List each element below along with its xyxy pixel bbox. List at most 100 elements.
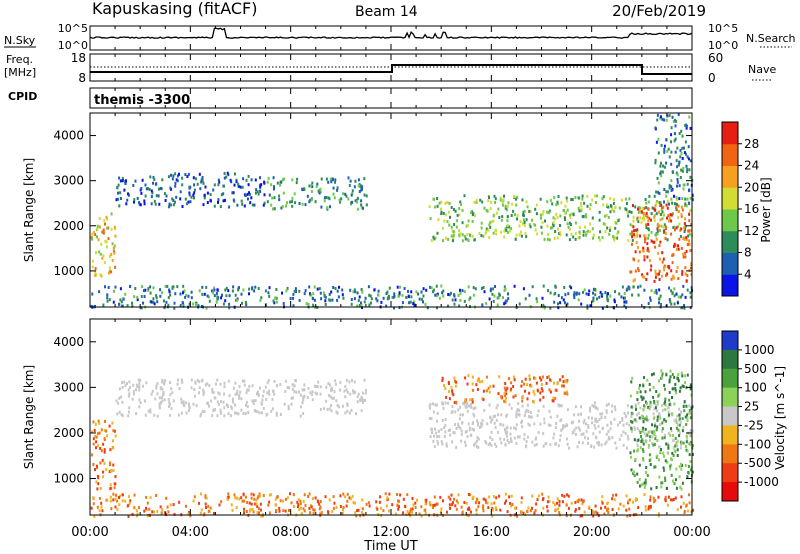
heatmap-cell-5 <box>685 126 688 130</box>
heatmap-cell-2 <box>336 186 339 190</box>
heatmap-cell-6 <box>208 299 211 303</box>
heatmap-cell-2 <box>476 439 478 443</box>
heatmap-cell-4 <box>651 373 653 377</box>
heatmap-cell-3 <box>569 216 572 220</box>
heatmap-cell-5 <box>159 505 162 509</box>
heatmap-cell-2 <box>455 445 458 449</box>
power-ytick-label: 1000 <box>53 264 84 278</box>
heatmap-cell-1 <box>241 379 244 383</box>
heatmap-cell-6 <box>653 290 656 294</box>
heatmap-cell-1 <box>223 385 226 389</box>
heatmap-cell-5 <box>504 501 506 505</box>
heatmap-cell-5 <box>424 508 427 512</box>
heatmap-cell-3 <box>555 388 558 392</box>
heatmap-cell-6 <box>220 296 223 300</box>
heatmap-cell-2 <box>360 199 363 203</box>
heatmap-cell-3 <box>572 235 575 239</box>
heatmap-cell-3 <box>470 211 473 215</box>
heatmap-cell-1 <box>190 378 193 382</box>
heatmap-cell-5 <box>379 506 382 510</box>
heatmap-cell-4 <box>688 219 691 223</box>
heatmap-cell-1 <box>244 412 247 415</box>
heatmap-cell-2 <box>601 412 604 416</box>
heatmap-cell-1 <box>271 407 274 411</box>
cpid-panel: CPID themis -3300 <box>8 87 693 109</box>
freq-unit-label: [MHz] <box>4 66 36 79</box>
heatmap-cell-3 <box>487 386 490 390</box>
heatmap-cell-4 <box>656 400 659 404</box>
heatmap-cell-1 <box>216 378 219 382</box>
heatmap-cell-2 <box>436 411 439 415</box>
heatmap-cell-6 <box>356 291 359 295</box>
heatmap-cell-2 <box>280 180 283 184</box>
heatmap-cell-2 <box>580 405 582 409</box>
heatmap-cell-4 <box>648 407 651 411</box>
heatmap-cell-1 <box>231 397 234 401</box>
heatmap-cell-2 <box>691 429 694 433</box>
heatmap-cell-3 <box>465 224 468 228</box>
heatmap-cell-2 <box>609 427 612 431</box>
heatmap-cell-3 <box>519 220 522 224</box>
time-tick-label: 20:00 <box>573 525 610 540</box>
heatmap-cell-3 <box>551 202 554 206</box>
heatmap-cell-6 <box>562 298 565 302</box>
heatmap-cell-3 <box>628 197 631 201</box>
heatmap-cell-6 <box>244 300 247 304</box>
heatmap-cell-2 <box>622 423 625 427</box>
heatmap-cell-3 <box>484 231 487 235</box>
heatmap-cell-2 <box>513 426 516 430</box>
heatmap-cell-4 <box>630 427 633 431</box>
heatmap-cell-1 <box>138 398 141 402</box>
heatmap-cell-0 <box>97 419 100 423</box>
heatmap-cell-6 <box>303 292 306 296</box>
heatmap-cell-4 <box>677 244 679 248</box>
heatmap-cell-5 <box>567 506 570 510</box>
heatmap-cell-5 <box>385 504 388 508</box>
heatmap-cell-3 <box>624 197 627 201</box>
heatmap-cell-6 <box>585 292 588 296</box>
heatmap-cell-2 <box>354 199 357 203</box>
heatmap-cell-5 <box>681 197 684 200</box>
heatmap-cell-0 <box>92 231 95 235</box>
heatmap-cell-3 <box>497 392 500 396</box>
heatmap-cell-6 <box>643 288 646 292</box>
heatmap-cell-2 <box>457 425 460 429</box>
heatmap-cell-5 <box>256 496 259 500</box>
heatmap-cell-1 <box>132 390 135 393</box>
heatmap-cell-4 <box>632 204 634 208</box>
heatmap-cell-2 <box>566 442 569 446</box>
heatmap-cell-6 <box>153 302 156 306</box>
heatmap-cell-5 <box>279 499 282 503</box>
heatmap-cell-4 <box>691 453 694 456</box>
heatmap-cell-1 <box>247 174 250 178</box>
heatmap-cell-0 <box>97 238 100 242</box>
heatmap-cell-1 <box>188 191 191 195</box>
heatmap-cell-4 <box>647 207 650 211</box>
heatmap-cell-2 <box>653 407 656 411</box>
heatmap-cell-3 <box>463 194 466 198</box>
velocity-ytick-label: 4000 <box>53 335 84 349</box>
heatmap-cell-1 <box>247 388 250 392</box>
heatmap-cell-3 <box>637 220 640 224</box>
heatmap-cell-6 <box>336 289 339 293</box>
heatmap-cell-3 <box>589 207 592 211</box>
heatmap-cell-6 <box>205 285 208 289</box>
heatmap-cell-4 <box>633 258 636 262</box>
heatmap-cell-4 <box>685 434 688 438</box>
heatmap-cell-4 <box>652 385 655 389</box>
heatmap-cell-1 <box>121 381 123 385</box>
heatmap-cell-5 <box>680 129 683 133</box>
heatmap-cell-5 <box>649 498 652 502</box>
heatmap-cell-2 <box>521 419 523 423</box>
heatmap-cell-5 <box>657 190 660 194</box>
heatmap-cell-4 <box>675 206 677 210</box>
heatmap-cell-4 <box>638 209 641 213</box>
heatmap-cell-3 <box>473 238 476 242</box>
heatmap-cell-0 <box>103 461 106 465</box>
heatmap-cell-3 <box>548 238 551 242</box>
heatmap-cell-5 <box>613 498 616 502</box>
heatmap-cell-2 <box>504 430 507 434</box>
heatmap-cell-3 <box>586 229 589 233</box>
heatmap-cell-5 <box>662 164 664 168</box>
heatmap-cell-5 <box>284 497 287 501</box>
